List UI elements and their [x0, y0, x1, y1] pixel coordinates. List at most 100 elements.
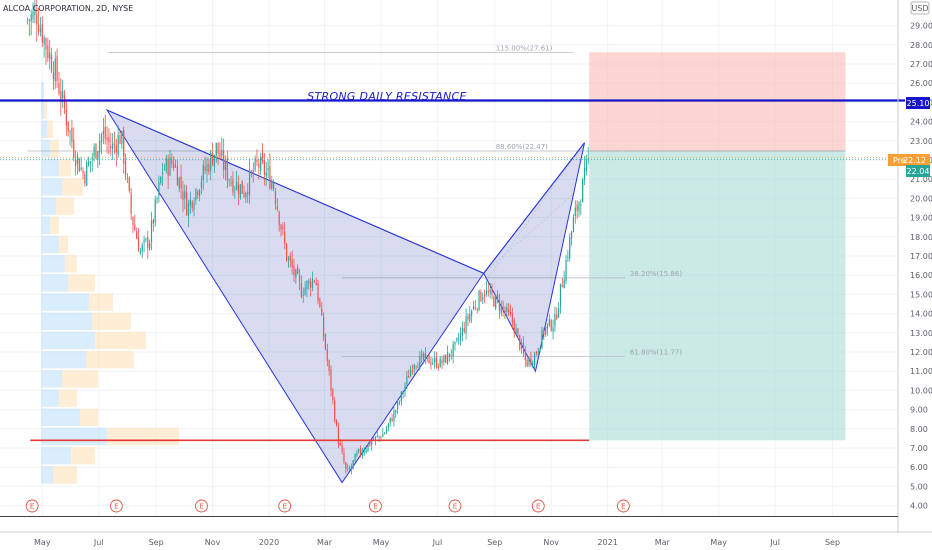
volume-profile-buy: [41, 254, 65, 273]
candle-body: [163, 169, 166, 171]
last-price-tag: 22.04: [906, 165, 930, 177]
candle-body: [193, 203, 195, 210]
candle-body: [141, 245, 143, 252]
earnings-event-marker[interactable]: E: [109, 499, 123, 513]
earnings-event-marker[interactable]: E: [448, 499, 462, 513]
candle-body: [465, 316, 467, 334]
candle-body: [378, 436, 380, 438]
candle-body: [156, 198, 158, 199]
candle-body: [187, 203, 190, 216]
candle-body: [363, 451, 365, 453]
earnings-marker-circle: [531, 499, 545, 513]
candle-body: [471, 310, 473, 316]
fibonacci-levels: 115.00%(27.61) 88.60%(22.47) 38.20%(15.86)…: [27, 44, 682, 483]
x-tick-label: Nov: [205, 538, 221, 547]
candle-body: [73, 139, 75, 158]
candle-body: [550, 320, 552, 331]
volume-profile-sell: [92, 312, 131, 331]
candle-body: [489, 289, 491, 294]
volume-profile-sell: [68, 274, 95, 292]
earnings-event-marker[interactable]: E: [616, 499, 630, 513]
candle-body: [446, 352, 449, 364]
candle-body: [583, 167, 586, 181]
candle-body: [132, 217, 134, 225]
candle-body: [485, 289, 488, 295]
candle-body: [482, 297, 484, 300]
candle-body: [67, 121, 69, 132]
svg-text:22.12: 22.12: [903, 156, 926, 165]
candle-body: [282, 226, 284, 230]
candle-body: [71, 128, 73, 142]
earnings-event-marker[interactable]: E: [195, 499, 208, 513]
earnings-event-marker[interactable]: E: [278, 499, 292, 513]
candle-body: [580, 204, 582, 206]
y-tick-label: 27.00: [910, 60, 932, 69]
candle-body: [487, 291, 489, 293]
symbol-title: ALCOA CORPORATION, 2D, NYSE: [3, 4, 133, 13]
candle-body: [102, 130, 104, 135]
candle-body: [278, 211, 280, 225]
x-tick-label: Nov: [543, 538, 559, 547]
candle-body: [271, 180, 273, 189]
candle-body: [400, 391, 402, 402]
candle-body: [97, 151, 99, 160]
volume-profile-buy: [41, 197, 56, 215]
candlesticks: [26, 0, 589, 475]
candle-body: [221, 149, 223, 157]
y-tick-label: 21.00: [910, 175, 932, 184]
candle-body: [234, 188, 236, 190]
candle-body: [280, 224, 282, 230]
earnings-marker-label: E: [283, 503, 287, 511]
currency-badge[interactable]: USD: [910, 1, 930, 15]
candle-body: [508, 309, 510, 313]
candle-body: [504, 310, 506, 313]
earnings-marker-circle: [195, 499, 208, 513]
candle-body: [348, 468, 351, 470]
candle-body: [422, 353, 425, 360]
y-tick-label: 24.00: [910, 118, 932, 127]
volume-profile-buy: [41, 235, 59, 254]
volume-profile-buy: [41, 370, 62, 388]
volume-profile-sell: [56, 197, 74, 215]
candle-body: [526, 359, 528, 367]
candle-body: [582, 178, 584, 203]
candle-body: [347, 468, 349, 470]
y-tick-label: 8.00: [910, 425, 928, 434]
volume-profile-buy: [41, 158, 59, 177]
candle-body: [124, 161, 127, 176]
candle-body: [126, 177, 129, 179]
candle-body: [524, 351, 526, 361]
candle-body: [391, 418, 393, 422]
volume-profile-buy: [41, 216, 50, 235]
candle-body: [284, 231, 286, 244]
y-tick-label: 16.00: [910, 271, 932, 280]
candle-body: [106, 137, 108, 141]
earnings-marker-circle: [448, 499, 462, 513]
candle-body: [382, 433, 384, 437]
earnings-event-marker[interactable]: E: [368, 499, 382, 513]
candle-body: [226, 158, 228, 181]
candle-body: [441, 360, 443, 364]
candle-body: [498, 300, 500, 311]
earnings-event-marker[interactable]: E: [531, 499, 545, 513]
candle-body: [195, 188, 197, 201]
y-tick-label: 15.00: [910, 290, 932, 299]
candle-body: [80, 167, 82, 170]
y-tick-label: 4.00: [910, 502, 928, 511]
candle-body: [356, 452, 358, 456]
candle-body: [295, 269, 297, 278]
candle-body: [108, 137, 110, 143]
candle-body: [432, 363, 434, 364]
y-tick-label: 11.00: [910, 367, 932, 376]
pattern-leg-bd: [483, 142, 585, 274]
candle-body: [559, 283, 562, 307]
earnings-event-marker[interactable]: E: [25, 499, 39, 513]
earnings-marker-label: E: [621, 503, 625, 511]
candle-body: [276, 206, 278, 210]
x-axis[interactable]: May Jul Sep Nov 2020 Mar May Jul Sep Nov 2021 Mar Ma…: [34, 538, 840, 547]
candle-body: [461, 327, 463, 336]
candle-body: [417, 367, 419, 368]
candle-body: [104, 126, 106, 139]
candle-body: [478, 290, 480, 310]
